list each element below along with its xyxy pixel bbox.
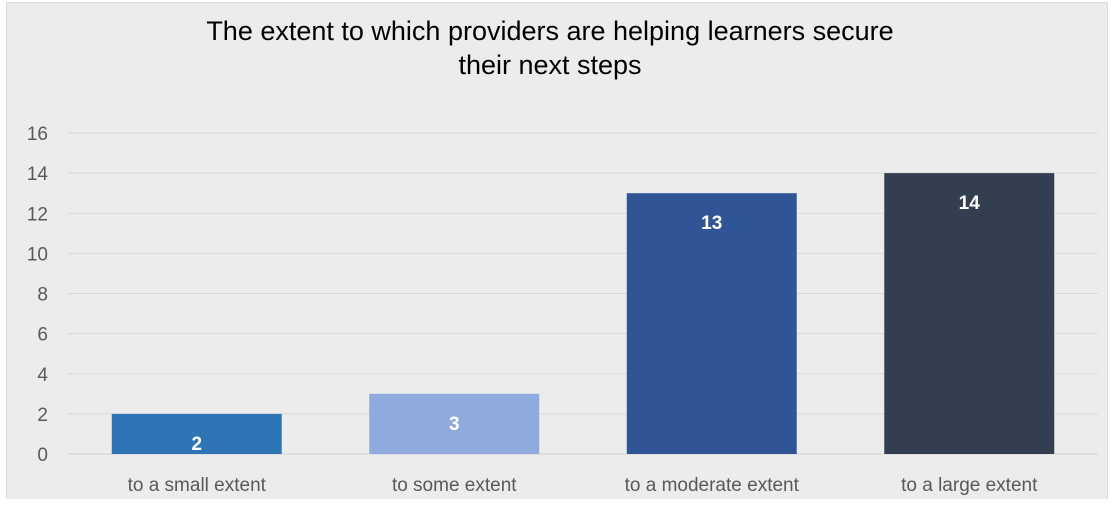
data-label: 14 [959,193,981,214]
bar [111,413,282,454]
bar [369,393,540,454]
x-category-label: to a small extent [128,475,267,496]
bar [626,193,797,454]
data-label: 2 [191,434,202,455]
x-category-label: to a moderate extent [625,475,800,496]
y-tick-label: 4 [37,365,48,386]
x-axis-category-labels: to a small extent to some extent to a mode… [128,475,1039,496]
y-tick-label: 8 [37,285,48,306]
y-tick-label: 14 [27,164,49,185]
data-label: 3 [449,414,460,435]
y-tick-label: 0 [37,445,48,466]
y-axis-tick-labels: 0 2 4 6 8 10 12 14 16 [27,124,49,466]
chart-title: The extent to which providers are helpin… [150,14,950,82]
bar [884,173,1055,454]
chart-title-line-2: their next steps [458,50,642,80]
x-category-label: to a large extent [901,475,1038,496]
chart-title-line-1: The extent to which providers are helpin… [206,16,894,46]
y-tick-label: 6 [37,325,48,346]
y-tick-label: 2 [37,405,48,426]
y-tick-label: 12 [27,204,48,225]
data-label: 13 [701,213,722,234]
bars [111,173,1055,454]
x-category-label: to some extent [392,475,517,496]
y-tick-label: 10 [27,244,48,265]
y-tick-label: 16 [27,124,48,145]
data-labels: 2 3 13 14 [191,193,980,455]
